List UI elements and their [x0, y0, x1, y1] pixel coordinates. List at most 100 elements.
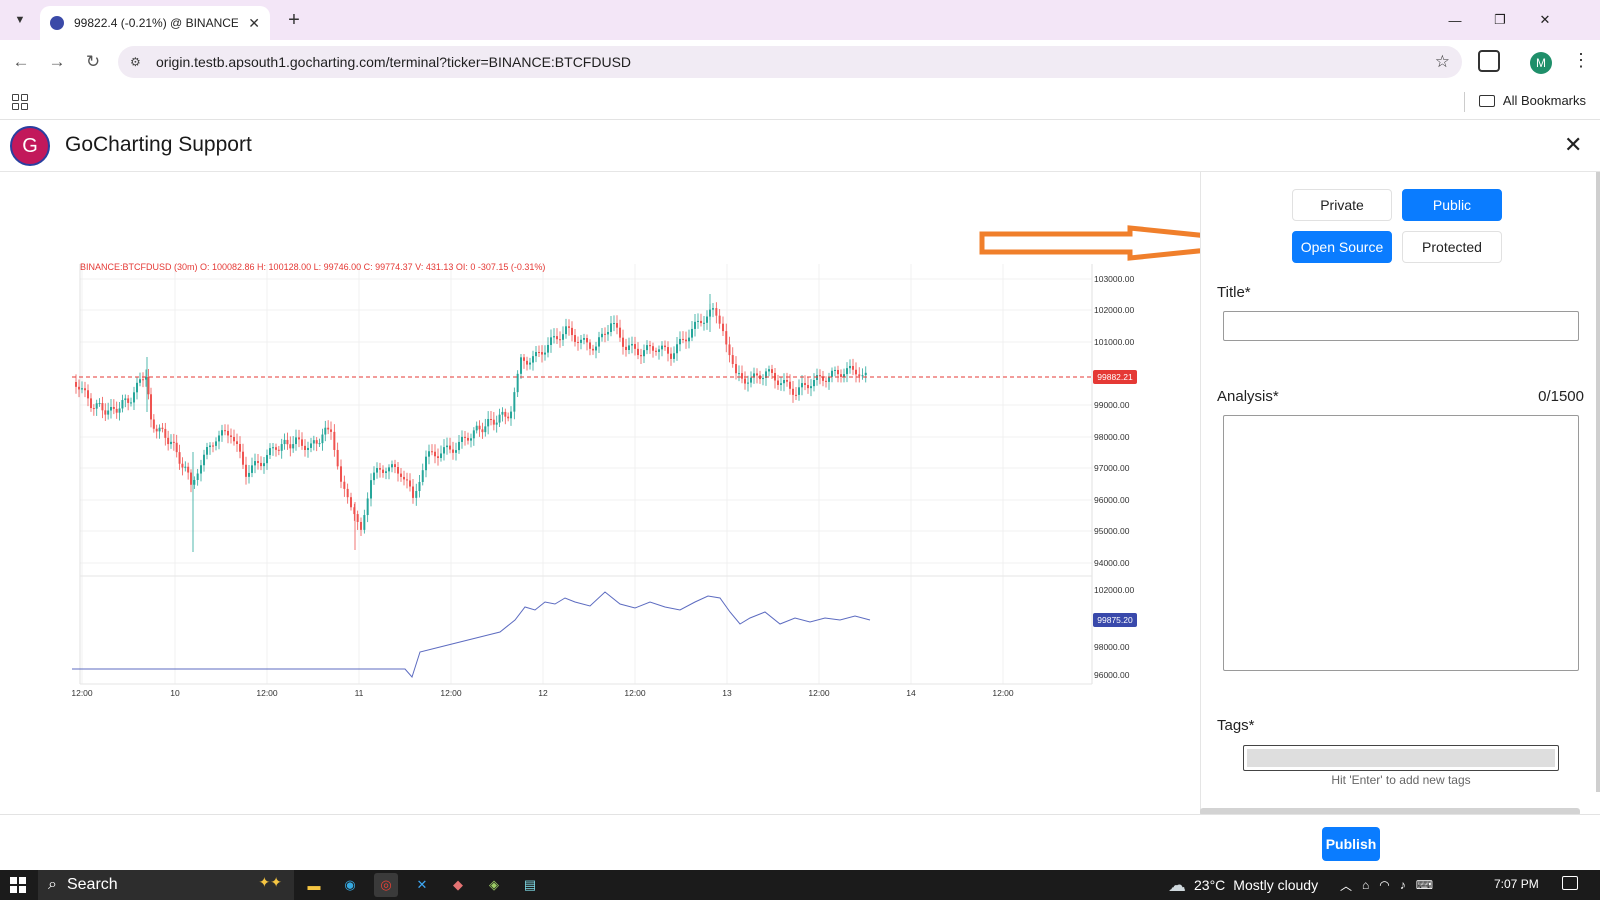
edge-icon[interactable]: ◉: [344, 877, 356, 892]
file-explorer-icon[interactable]: ▬: [307, 877, 321, 893]
vscode-icon[interactable]: ✕: [416, 877, 428, 892]
tags-input[interactable]: [1243, 745, 1559, 771]
taskbar-search[interactable]: ⌕ Search ✦✦: [38, 870, 294, 900]
analysis-label: Analysis*: [1217, 388, 1279, 405]
chrome-icon[interactable]: ◎: [374, 873, 398, 897]
candle-body: [346, 488, 349, 498]
minimize-icon[interactable]: —: [1448, 12, 1462, 28]
modal-close-icon[interactable]: ✕: [1564, 132, 1583, 157]
clock[interactable]: 7:07 PM: [1494, 877, 1539, 891]
candle-body: [376, 468, 378, 473]
chart-preview: BINANCE:BTCFDUSD (30m) O: 100082.86 H: 1…: [0, 172, 1200, 814]
candle-body: [360, 521, 362, 530]
all-bookmarks-button[interactable]: All Bookmarks: [1478, 93, 1586, 108]
candle-body: [700, 320, 702, 324]
search-icon: ⌕: [48, 876, 57, 893]
tab-search-icon[interactable]: ▼: [14, 14, 26, 26]
candle-body: [464, 436, 466, 438]
new-tab-icon[interactable]: +: [288, 8, 300, 31]
panel-scrollbar[interactable]: [1596, 172, 1600, 792]
candle-body: [562, 334, 564, 340]
candle-body: [481, 429, 484, 433]
candle-body: [152, 419, 155, 429]
candle-body: [370, 480, 372, 499]
app-icon-2[interactable]: ◈: [489, 877, 499, 892]
candle-body: [753, 373, 755, 378]
candle-body: [550, 337, 552, 345]
title-input[interactable]: [1223, 311, 1579, 341]
time-tick: 12: [538, 688, 548, 698]
candle-body: [98, 403, 101, 405]
candle-body: [363, 515, 366, 530]
candle-body: [694, 321, 696, 329]
address-bar[interactable]: ⚙ origin.testb.apsouth1.gocharting.com/t…: [118, 46, 1462, 78]
browser-menu-icon[interactable]: ⋮: [1572, 50, 1590, 70]
candle-body: [495, 422, 498, 425]
candle-body: [298, 437, 300, 440]
keyboard-icon[interactable]: ⌨: [1415, 878, 1434, 892]
candle-body: [446, 445, 448, 448]
chevron-up-icon[interactable]: ︿: [1340, 878, 1353, 893]
analysis-textarea[interactable]: [1223, 415, 1579, 671]
candle-body: [619, 327, 621, 338]
window-close-icon[interactable]: ✕: [1539, 12, 1551, 27]
candle-body: [771, 369, 773, 373]
candle-body: [501, 411, 504, 415]
windows-start-icon[interactable]: [10, 877, 26, 893]
candle-body: [565, 326, 567, 335]
open-source-button[interactable]: Open Source: [1292, 231, 1392, 263]
candle-body: [661, 345, 663, 350]
wifi-icon[interactable]: ◠: [1379, 878, 1390, 892]
candle-body: [792, 388, 794, 395]
publish-button[interactable]: Publish: [1322, 827, 1380, 861]
notification-icon[interactable]: [1562, 876, 1578, 890]
browser-tab[interactable]: 99822.4 (-0.21%) @ BINANCE:B ✕: [40, 6, 270, 40]
annotation-arrow: [979, 225, 1200, 261]
candle-body: [580, 339, 582, 343]
candle-body: [200, 465, 202, 474]
extensions-icon[interactable]: [1478, 50, 1500, 72]
site-info-icon[interactable]: ⚙: [130, 55, 141, 69]
restore-icon[interactable]: ❐: [1494, 12, 1506, 27]
candle-body: [828, 376, 830, 382]
candle-body: [712, 308, 714, 310]
candle-body: [218, 435, 220, 442]
taskbar-search-label: Search: [66, 876, 118, 893]
candle-body: [640, 355, 642, 357]
candle-body: [415, 491, 418, 498]
weather-widget[interactable]: ☁ 23°C Mostly cloudy: [1168, 870, 1318, 900]
candle-body: [428, 451, 430, 457]
network-icon[interactable]: ⌂: [1362, 878, 1370, 892]
horizontal-scrollbar[interactable]: [1200, 808, 1580, 816]
candle-body: [307, 447, 309, 450]
candle-body: [780, 383, 782, 385]
volume-icon[interactable]: ♪: [1399, 878, 1406, 892]
candle-body: [747, 382, 749, 384]
candle-body: [529, 362, 531, 365]
candle-body: [147, 376, 150, 395]
candle-body: [139, 379, 141, 383]
private-button[interactable]: Private: [1292, 189, 1392, 221]
apps-grid-icon[interactable]: [12, 94, 28, 110]
forward-icon[interactable]: →: [48, 52, 66, 71]
notepad-icon[interactable]: ▤: [523, 877, 537, 892]
candle-body: [840, 374, 842, 377]
time-tick: 11: [355, 688, 364, 698]
candle-body: [136, 382, 138, 393]
profile-avatar[interactable]: M: [1530, 52, 1552, 74]
candle-body: [643, 350, 645, 357]
candle-body: [382, 469, 384, 473]
protected-button[interactable]: Protected: [1402, 231, 1502, 263]
site-favicon-icon: [50, 16, 64, 30]
public-button[interactable]: Public: [1402, 189, 1502, 221]
back-icon[interactable]: ←: [12, 52, 30, 71]
bookmark-star-icon[interactable]: ☆: [1434, 52, 1450, 71]
candle-body: [595, 346, 597, 351]
app-icon-1[interactable]: ◆: [453, 877, 463, 892]
tab-close-icon[interactable]: ✕: [248, 14, 260, 31]
candle-body: [275, 447, 277, 450]
reload-icon[interactable]: ↻: [85, 52, 101, 71]
candle-body: [547, 344, 549, 353]
candle-body: [190, 472, 192, 485]
candle-body: [84, 388, 86, 391]
